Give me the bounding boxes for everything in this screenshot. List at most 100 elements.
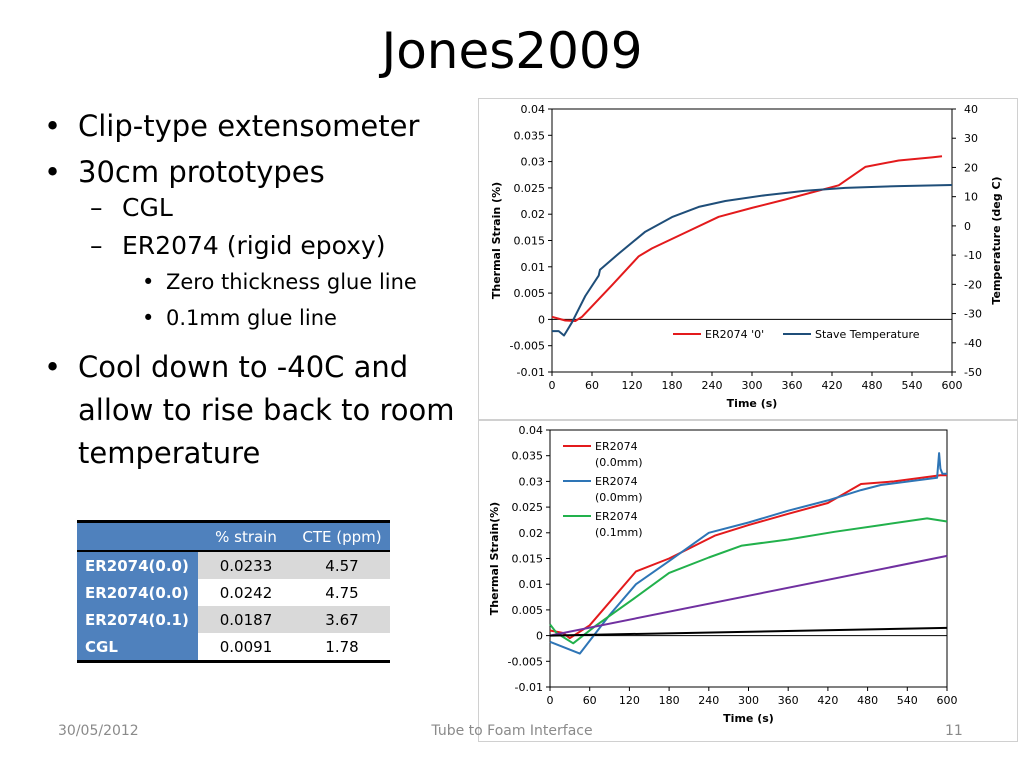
- x-tick-label: 180: [662, 379, 683, 392]
- x-tick-label: 0: [549, 379, 556, 392]
- bullet-prototypes: 30cm prototypes: [44, 154, 464, 190]
- x-tick-label: 300: [742, 379, 763, 392]
- y-tick-label: 0.02: [521, 208, 546, 221]
- y-tick-label: -0.01: [515, 681, 543, 694]
- y2-tick-label: 40: [964, 103, 978, 116]
- y2-tick-label: 20: [964, 161, 978, 174]
- x-tick-label: 60: [583, 694, 597, 707]
- x-tick-label: 240: [698, 694, 719, 707]
- row-label: ER2074(0.0): [77, 551, 198, 579]
- y-tick-label: -0.005: [510, 340, 545, 353]
- y2-tick-label: -50: [964, 366, 982, 379]
- chart-frame: [478, 98, 1018, 420]
- strain-comparison-chart: -0.01 -0.005 0 0.005 0.01 0.015 0.02 0.025 0.03 0…: [478, 420, 1018, 742]
- row-label: ER2074(0.1): [77, 606, 198, 633]
- sub-sub-bullet-01mm: 0.1mm glue line: [44, 304, 464, 332]
- y2-tick-label: -40: [964, 337, 982, 350]
- strain-temperature-chart: -0.01 -0.005 0 0.005 0.01 0.015 0.02 0.025 0.03 0…: [478, 98, 1018, 420]
- footer-page-number: 11: [945, 723, 963, 739]
- results-table: % strain CTE (ppm) ER2074(0.0) 0.0233 4.…: [77, 520, 390, 663]
- x-tick-label: 420: [817, 694, 838, 707]
- y-tick-label: 0.005: [514, 287, 546, 300]
- x-tick-label: 120: [619, 694, 640, 707]
- legend-label: ER2074 (0.1mm): [595, 510, 643, 539]
- y-tick-label: 0.01: [521, 261, 546, 274]
- bullet-extensometer: Clip-type extensometer: [44, 108, 464, 144]
- row-strain: 0.0187: [198, 606, 294, 633]
- row-label: CGL: [77, 633, 198, 663]
- y-tick-label: 0.015: [514, 235, 546, 248]
- y-tick-label: 0.03: [521, 156, 546, 169]
- row-label: ER2074(0.0): [77, 579, 198, 606]
- bullet-list: Clip-type extensometer 30cm prototypes C…: [44, 108, 464, 485]
- y2-tick-label: 30: [964, 132, 978, 145]
- row-cte: 3.67: [294, 606, 390, 633]
- y-tick-label: 0.035: [512, 450, 544, 463]
- table-row: ER2074(0.1) 0.0187 3.67: [77, 606, 390, 633]
- row-cte: 4.75: [294, 579, 390, 606]
- y-tick-label: 0.04: [521, 103, 546, 116]
- y2-tick-label: 10: [964, 191, 978, 204]
- sub-bullet-cgl: CGL: [44, 192, 464, 224]
- legend-label: Stave Temperature: [815, 328, 920, 341]
- table-row: CGL 0.0091 1.78: [77, 633, 390, 663]
- y-axis-label: Thermal Strain (%): [490, 182, 503, 299]
- x-tick-label: 420: [822, 379, 843, 392]
- series-line-4: [549, 626, 948, 637]
- table-row: ER2074(0.0) 0.0233 4.57: [77, 551, 390, 579]
- y-tick-label: -0.01: [517, 366, 545, 379]
- x-axis-label: Time (s): [723, 712, 774, 725]
- series-line-1: [552, 184, 953, 337]
- y-tick-label: 0.015: [512, 553, 544, 566]
- x-tick-label: 540: [902, 379, 923, 392]
- y-tick-label: 0.035: [514, 129, 546, 142]
- table-row: ER2074(0.0) 0.0242 4.75: [77, 579, 390, 606]
- table-header-blank: [77, 520, 198, 552]
- row-strain: 0.0233: [198, 551, 294, 579]
- x-tick-label: 360: [782, 379, 803, 392]
- x-tick-label: 540: [897, 694, 918, 707]
- table-header-strain: % strain: [198, 520, 294, 552]
- y-tick-label: 0.03: [519, 475, 544, 488]
- x-tick-label: 300: [738, 694, 759, 707]
- x-axis-label: Time (s): [727, 397, 778, 410]
- x-tick-label: 120: [622, 379, 643, 392]
- legend-label: ER2074 (0.0mm): [595, 440, 643, 469]
- x-tick-label: 60: [585, 379, 599, 392]
- y2-axis-label: Temperature (deg C): [990, 176, 1003, 304]
- footer-title: Tube to Foam Interface: [431, 723, 593, 739]
- y-axis-label: Thermal Strain(%): [488, 502, 501, 615]
- y2-tick-label: -30: [964, 308, 982, 321]
- slide-title: Jones2009: [381, 22, 643, 80]
- row-cte: 4.57: [294, 551, 390, 579]
- y-tick-label: -0.005: [508, 655, 543, 668]
- sub-sub-bullet-zero: Zero thickness glue line: [44, 268, 464, 296]
- y-tick-label: 0.04: [519, 424, 544, 437]
- x-tick-label: 360: [778, 694, 799, 707]
- x-tick-label: 180: [659, 694, 680, 707]
- y-tick-label: 0: [536, 630, 543, 643]
- x-tick-label: 600: [942, 379, 963, 392]
- series-line-3: [549, 554, 948, 637]
- y-tick-label: 0.02: [519, 527, 544, 540]
- y2-tick-label: -10: [964, 249, 982, 262]
- series-line-0: [551, 155, 943, 322]
- series-line-2: [549, 517, 948, 645]
- table-header-row: % strain CTE (ppm): [77, 520, 390, 552]
- y-tick-label: 0.005: [512, 604, 544, 617]
- x-tick-label: 480: [862, 379, 883, 392]
- row-strain: 0.0242: [198, 579, 294, 606]
- y2-tick-label: -20: [964, 278, 982, 291]
- y-tick-label: 0.025: [512, 501, 544, 514]
- series-line-1: [549, 452, 947, 655]
- y-tick-label: 0: [538, 313, 545, 326]
- footer-date: 30/05/2012: [58, 723, 139, 739]
- y2-tick-label: 0: [964, 220, 971, 233]
- x-tick-label: 0: [547, 694, 554, 707]
- row-strain: 0.0091: [198, 633, 294, 663]
- legend-label: ER2074 (0.0mm): [595, 475, 643, 504]
- x-tick-label: 240: [702, 379, 723, 392]
- x-tick-label: 600: [937, 694, 958, 707]
- row-cte: 1.78: [294, 633, 390, 663]
- sub-bullet-er2074: ER2074 (rigid epoxy): [44, 230, 464, 262]
